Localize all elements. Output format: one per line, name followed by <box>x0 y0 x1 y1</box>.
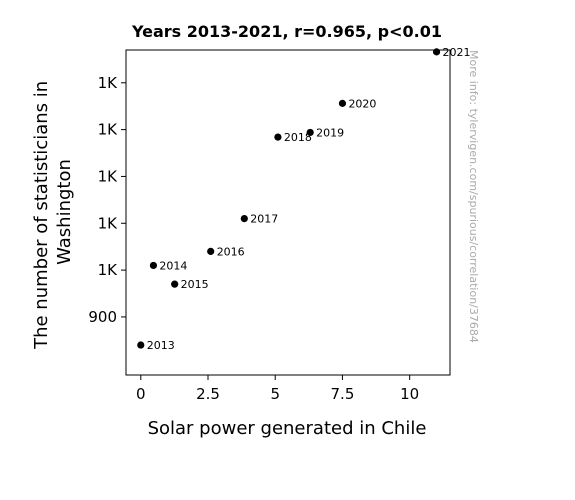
data-point-label: 2015 <box>181 278 209 291</box>
plot-area-frame <box>125 49 451 376</box>
x-tick-label: 10 <box>400 385 419 403</box>
y-tick-label: 1K <box>98 214 119 232</box>
data-point-label: 2021 <box>443 46 471 59</box>
data-point <box>274 133 282 141</box>
y-axis-label: The number of statisticians in Washingto… <box>31 75 75 350</box>
y-tick-label: 1K <box>98 261 119 279</box>
y-axis-label-line-2: Washington <box>54 159 75 265</box>
data-point-label: 2017 <box>250 213 278 226</box>
data-point <box>171 280 179 288</box>
data-point-label: 2020 <box>348 97 376 110</box>
data-point <box>137 341 145 349</box>
y-tick-label: 1K <box>98 121 119 139</box>
data-point-label: 2019 <box>316 126 344 139</box>
data-point-label: 2016 <box>217 245 245 258</box>
y-axis-label-line-1: The number of statisticians in <box>31 81 52 350</box>
x-tick-label: 2.5 <box>196 385 220 403</box>
x-tick-label: 7.5 <box>331 385 355 403</box>
x-tick-label: 5 <box>270 385 280 403</box>
data-point <box>306 128 314 137</box>
data-point <box>432 48 441 56</box>
data-point <box>240 214 248 223</box>
y-axis-ticks: 900 1K 1K 1K 1K 1K <box>88 74 126 326</box>
data-point <box>149 261 158 270</box>
data-point-label: 2013 <box>147 339 175 352</box>
y-tick-label: 1K <box>98 167 119 185</box>
data-point-label: 2018 <box>284 131 312 144</box>
x-tick-label: 0 <box>136 385 146 403</box>
data-point <box>338 99 347 107</box>
x-axis-ticks: 0 2.5 5 7.5 10 <box>136 375 419 403</box>
chart-title: Years 2013-2021, r=0.965, p<0.01 <box>131 22 442 41</box>
x-axis-label: Solar power generated in Chile <box>148 418 427 439</box>
source-watermark: More info: tylervigen.com/spurious/corre… <box>467 50 480 343</box>
data-point <box>207 247 215 255</box>
y-tick-label: 900 <box>88 308 117 326</box>
data-point-label: 2014 <box>159 259 187 272</box>
data-points: 2013 2014 2015 2016 2017 2018 2019 2020 2021 <box>137 46 471 352</box>
y-tick-label: 1K <box>98 74 119 92</box>
